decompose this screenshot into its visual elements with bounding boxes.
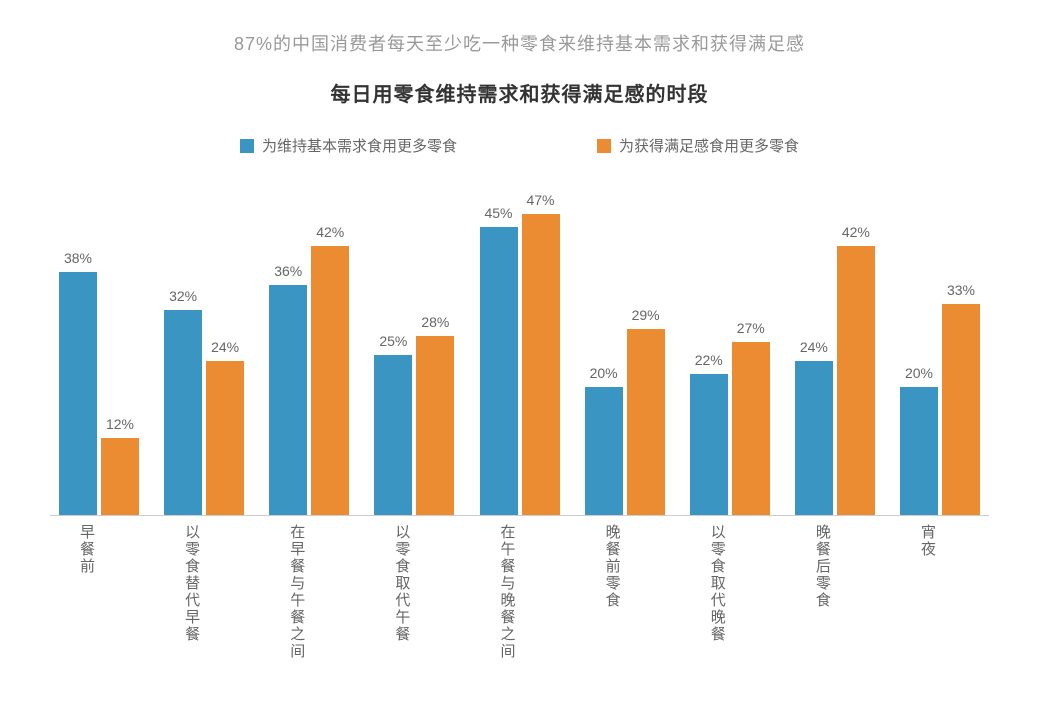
bar-value-label: 25% (374, 333, 412, 349)
bar-value-label: 42% (311, 224, 349, 240)
legend-swatch-icon (597, 139, 611, 153)
x-axis: 早餐前以零食替代早餐在早餐与午餐之间以零食取代午餐在午餐与晚餐之间晚餐前零食以零… (50, 524, 989, 665)
bar-group: 20%33% (895, 304, 985, 515)
bar-series1: 22% (690, 374, 728, 515)
bar-value-label: 42% (837, 224, 875, 240)
x-axis-label: 以零食取代午餐 (369, 524, 459, 665)
bar-series1: 24% (795, 361, 833, 515)
x-axis-label: 晚餐后零食 (790, 524, 880, 665)
bar-series2: 27% (732, 342, 770, 515)
bar-series2: 42% (311, 246, 349, 515)
bar-series2: 24% (206, 361, 244, 515)
bar-series1: 20% (585, 387, 623, 515)
x-axis-label: 宵夜 (895, 524, 985, 665)
bar-series1: 32% (164, 310, 202, 515)
legend-item-series2: 为获得满足感食用更多零食 (597, 135, 799, 156)
bar-series2: 28% (416, 336, 454, 515)
legend-label: 为维持基本需求食用更多零食 (262, 135, 457, 156)
bar-value-label: 36% (269, 263, 307, 279)
bar-group: 25%28% (369, 336, 459, 515)
bar-group: 45%47% (475, 214, 565, 515)
x-axis-label: 在午餐与晚餐之间 (475, 524, 565, 665)
bar-series1: 25% (374, 355, 412, 515)
bar-group: 24%42% (790, 246, 880, 515)
bar-value-label: 24% (795, 339, 833, 355)
bar-series1: 38% (59, 272, 97, 515)
bar-series1: 45% (480, 227, 518, 515)
chart-plot-area: 38%12%32%24%36%42%25%28%45%47%20%29%22%2… (50, 196, 989, 516)
x-axis-label: 早餐前 (54, 524, 144, 665)
bar-series1: 36% (269, 285, 307, 515)
chart-supertitle: 87%的中国消费者每天至少吃一种零食来维持基本需求和获得满足感 (40, 30, 999, 56)
bar-series2: 42% (837, 246, 875, 515)
bar-group: 32%24% (159, 310, 249, 515)
bar-series2: 47% (522, 214, 560, 515)
bar-series2: 33% (942, 304, 980, 515)
bar-series2: 12% (101, 438, 139, 515)
bar-value-label: 24% (206, 339, 244, 355)
chart-legend: 为维持基本需求食用更多零食 为获得满足感食用更多零食 (40, 135, 999, 156)
legend-swatch-icon (240, 139, 254, 153)
bar-value-label: 29% (627, 307, 665, 323)
bar-value-label: 12% (101, 416, 139, 432)
bar-value-label: 38% (59, 250, 97, 266)
bar-value-label: 20% (900, 365, 938, 381)
bar-series2: 29% (627, 329, 665, 515)
bar-value-label: 32% (164, 288, 202, 304)
bar-value-label: 27% (732, 320, 770, 336)
bar-group: 36%42% (264, 246, 354, 515)
bar-value-label: 47% (522, 192, 560, 208)
bar-value-label: 45% (480, 205, 518, 221)
bar-series1: 20% (900, 387, 938, 515)
chart-title: 每日用零食维持需求和获得满足感的时段 (40, 78, 999, 107)
bar-group: 22%27% (685, 342, 775, 515)
bar-value-label: 20% (585, 365, 623, 381)
legend-label: 为获得满足感食用更多零食 (619, 135, 799, 156)
x-axis-label: 晚餐前零食 (580, 524, 670, 665)
x-axis-label: 以零食取代晚餐 (685, 524, 775, 665)
bar-value-label: 28% (416, 314, 454, 330)
x-axis-label: 以零食替代早餐 (159, 524, 249, 665)
bar-group: 20%29% (580, 329, 670, 515)
bars-wrap: 38%12%32%24%36%42%25%28%45%47%20%29%22%2… (50, 196, 989, 516)
bar-value-label: 22% (690, 352, 728, 368)
bar-group: 38%12% (54, 272, 144, 515)
chart-container: 87%的中国消费者每天至少吃一种零食来维持基本需求和获得满足感 每日用零食维持需… (0, 0, 1039, 701)
x-axis-label: 在早餐与午餐之间 (264, 524, 354, 665)
legend-item-series1: 为维持基本需求食用更多零食 (240, 135, 457, 156)
bar-value-label: 33% (942, 282, 980, 298)
